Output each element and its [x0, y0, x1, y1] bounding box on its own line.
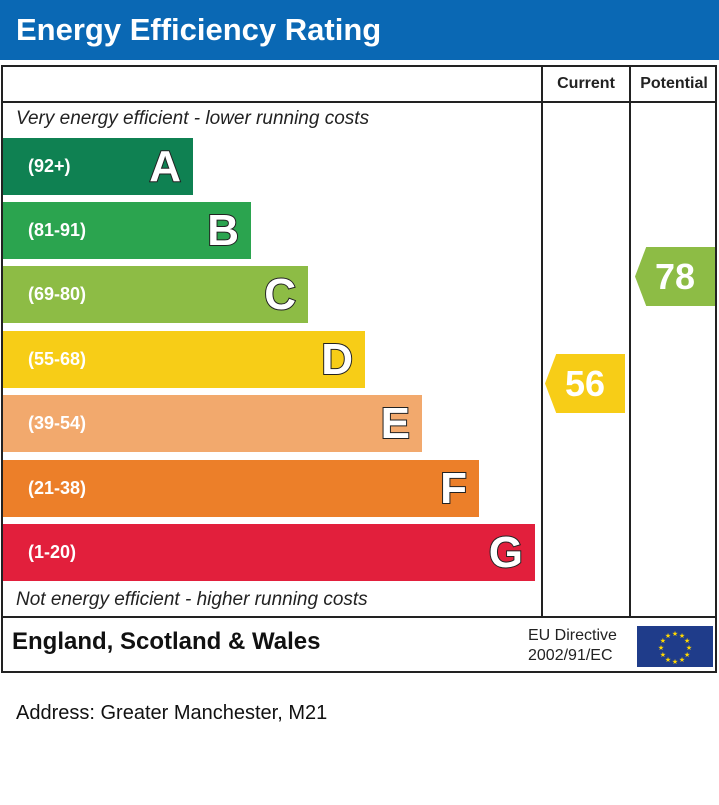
directive-line2: 2002/91/EC: [528, 647, 613, 664]
directive-line1: EU Directive: [528, 627, 617, 644]
flag-star: ★: [665, 656, 671, 664]
flag-star: ★: [684, 637, 690, 645]
band-d: (55-68) D: [3, 331, 365, 388]
flag-star: ★: [665, 632, 671, 640]
band-letter: B: [206, 205, 240, 256]
band-letter: C: [263, 269, 297, 320]
chart-frame: [1, 65, 717, 673]
band-range: (1-20): [28, 542, 77, 562]
address: Address: Greater Manchester, M21: [16, 702, 328, 724]
flag-star: ★: [679, 632, 685, 640]
eu-flag-icon: ★ ★ ★ ★ ★ ★ ★ ★ ★ ★ ★ ★: [637, 626, 713, 667]
band-g: (1-20) G: [3, 524, 535, 581]
band-range: (21-38): [28, 478, 87, 498]
band-e: (39-54) E: [3, 395, 422, 452]
country-label: England, Scotland & Wales: [12, 628, 321, 655]
flag-star: ★: [660, 637, 666, 645]
band-letter: G: [488, 527, 524, 578]
divider: [1, 101, 717, 103]
potential-rating-arrow: 78: [635, 247, 715, 306]
band-letter: D: [320, 334, 354, 385]
band-c: (69-80) C: [3, 266, 308, 323]
flag-star: ★: [684, 651, 690, 659]
divider: [1, 616, 717, 618]
divider: [541, 65, 543, 617]
chart-title: Energy Efficiency Rating: [0, 0, 719, 60]
flag-star: ★: [660, 651, 666, 659]
band-b: (81-91) B: [3, 202, 251, 259]
eu-directive: EU Directive 2002/91/EC: [528, 626, 617, 666]
flag-star: ★: [679, 656, 685, 664]
divider: [629, 65, 631, 617]
band-range: (81-91): [28, 220, 87, 240]
band-range: (39-54): [28, 413, 87, 433]
potential-header: Potential: [640, 75, 708, 92]
band-range: (55-68): [28, 349, 87, 369]
flag-star: ★: [686, 644, 692, 652]
top-note: Very energy efficient - lower running co…: [16, 108, 370, 129]
current-rating-arrow: 56: [545, 354, 625, 413]
band-f: (21-38) F: [3, 460, 479, 517]
band-letter: A: [148, 141, 182, 192]
band-a: (92+) A: [3, 138, 193, 195]
band-letter: F: [439, 463, 468, 514]
bottom-note: Not energy efficient - higher running co…: [16, 589, 368, 610]
band-range: (69-80): [28, 284, 87, 304]
flag-star: ★: [672, 658, 678, 666]
flag-star: ★: [658, 644, 664, 652]
current-header: Current: [557, 75, 615, 92]
band-range: (92+): [28, 156, 71, 176]
band-letter: E: [380, 398, 411, 449]
flag-star: ★: [672, 630, 678, 638]
